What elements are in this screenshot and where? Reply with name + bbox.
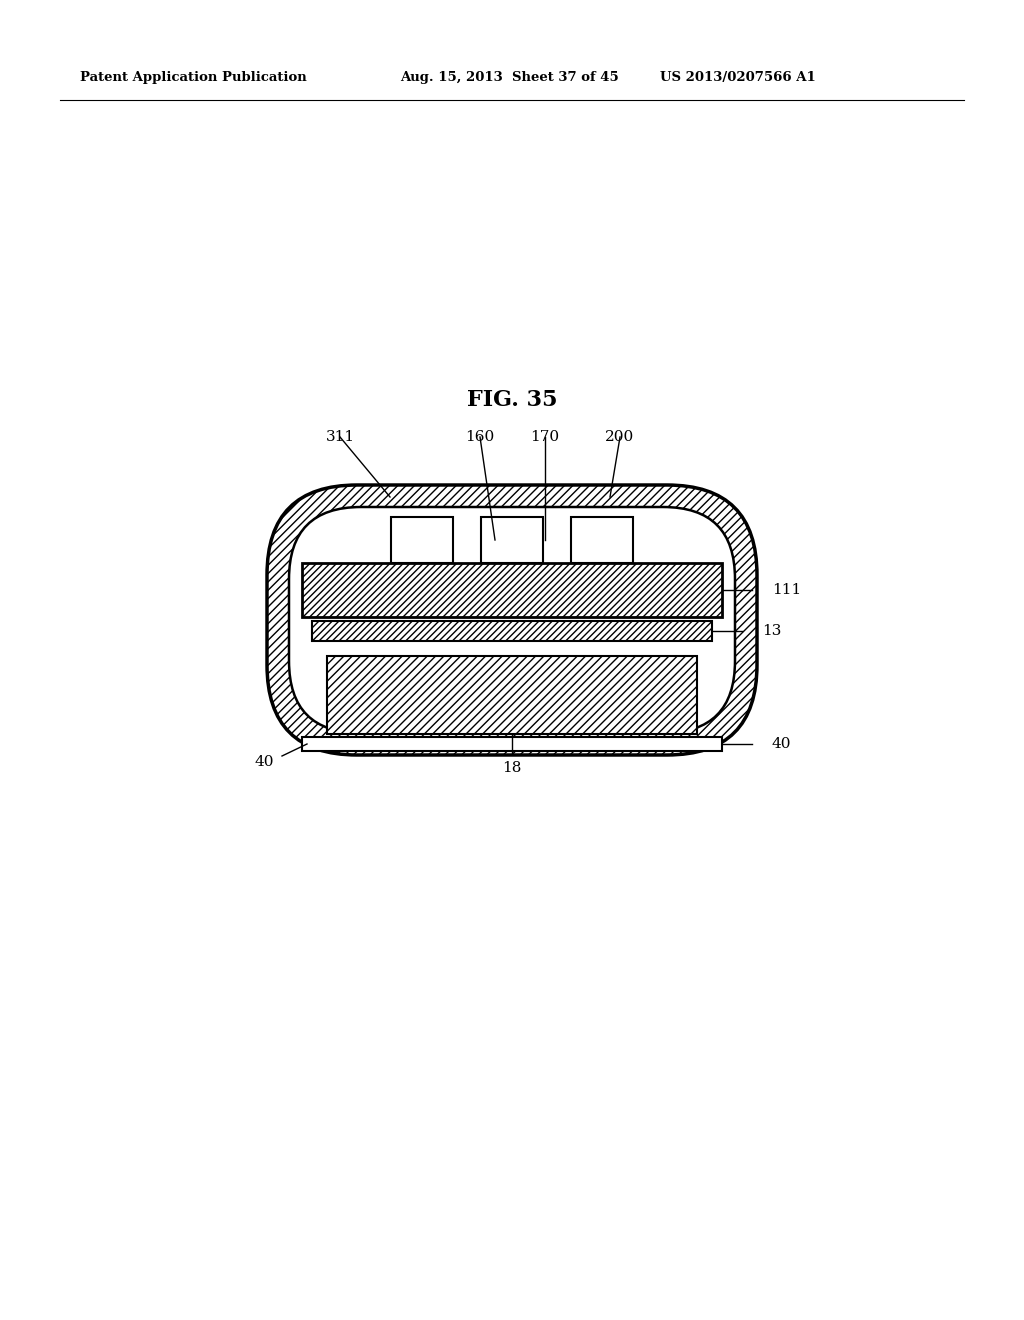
Text: 111: 111: [772, 583, 801, 597]
Text: 160: 160: [465, 430, 495, 444]
Text: Aug. 15, 2013  Sheet 37 of 45: Aug. 15, 2013 Sheet 37 of 45: [400, 71, 618, 84]
Text: 18: 18: [503, 762, 521, 775]
Bar: [481, 517, 543, 564]
Text: 40: 40: [254, 755, 273, 770]
Text: 311: 311: [326, 430, 354, 444]
Text: US 2013/0207566 A1: US 2013/0207566 A1: [660, 71, 816, 84]
Bar: [571, 517, 633, 564]
Bar: [302, 564, 722, 616]
Text: 200: 200: [605, 430, 635, 444]
Bar: [312, 620, 712, 642]
Bar: [302, 737, 722, 751]
FancyBboxPatch shape: [289, 507, 735, 733]
Bar: [327, 656, 697, 734]
Text: Patent Application Publication: Patent Application Publication: [80, 71, 307, 84]
Text: 13: 13: [762, 624, 781, 638]
Text: 40: 40: [772, 737, 792, 751]
FancyBboxPatch shape: [267, 484, 757, 755]
Bar: [391, 517, 453, 564]
Text: 170: 170: [530, 430, 559, 444]
Text: FIG. 35: FIG. 35: [467, 389, 557, 411]
